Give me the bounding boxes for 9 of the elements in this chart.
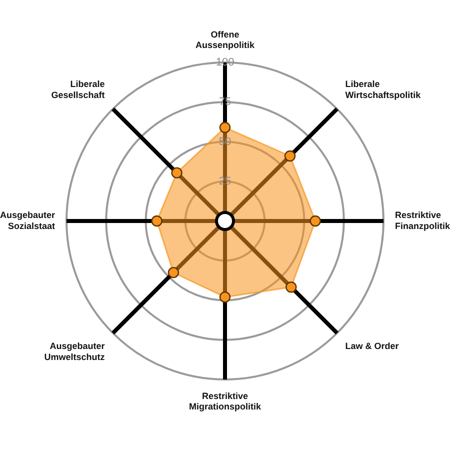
spoke-label: Offene Aussenpolitik	[195, 29, 256, 50]
spoke-label: Restriktive Finanzpolitik	[394, 210, 450, 231]
spoke-label: Restriktive Migrationspolitik	[189, 390, 262, 412]
spoke-label: Law & Order	[345, 341, 400, 352]
spoke-label: Liberale Gesellschaft	[51, 79, 105, 100]
spoke-label: Liberale Wirtschaftspolitik	[345, 79, 422, 100]
spoke-label: Ausgebauter Umweltschutz	[44, 341, 106, 362]
y-tick-label: 75	[218, 96, 232, 108]
spoke-label: Ausgebauter Sozialstaat	[0, 210, 56, 231]
